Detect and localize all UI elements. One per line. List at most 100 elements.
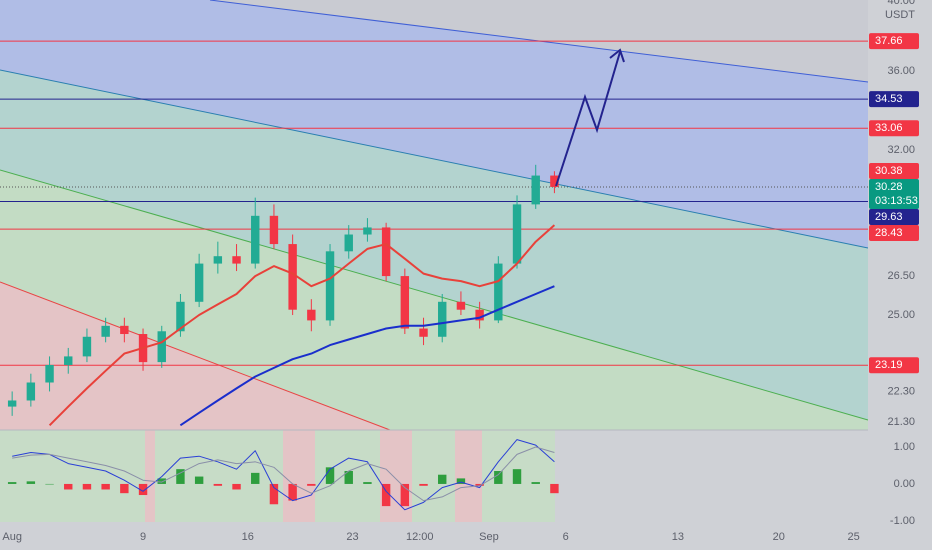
x-tick-label: 23 — [346, 531, 358, 543]
x-tick-label: 16 — [242, 531, 254, 543]
level-tag — [869, 208, 919, 225]
arrow-head — [609, 48, 625, 63]
candle-body — [269, 215, 279, 245]
y-tick-label: 26.50 — [887, 270, 915, 282]
level-label: 34.53 — [875, 93, 903, 105]
blue-channel — [0, 0, 868, 248]
candle-body — [381, 227, 391, 277]
candle-body — [251, 215, 260, 264]
channel-line — [0, 69, 869, 249]
level-tag — [869, 120, 919, 137]
histogram-bar — [456, 478, 466, 484]
histogram-bar — [419, 483, 428, 486]
teal-channel — [0, 70, 868, 420]
x-tick-label: Sep — [479, 531, 499, 543]
histogram-bar — [494, 471, 503, 484]
candle-body — [157, 331, 166, 363]
level-label: 23.19 — [875, 359, 903, 371]
candle-body — [176, 301, 185, 332]
histogram-bar — [438, 474, 447, 484]
candle-body — [7, 400, 17, 407]
channel-line — [0, 281, 391, 431]
candle-body — [120, 325, 129, 335]
y-tick-label: 21.30 — [887, 416, 915, 428]
x-tick-label: 20 — [773, 531, 785, 543]
osc-zone — [380, 430, 412, 522]
x-tick-label: 13 — [672, 531, 684, 543]
histogram-bar — [213, 483, 223, 486]
histogram-bar — [64, 483, 73, 490]
line-series — [48, 224, 556, 427]
histogram-bar — [82, 483, 92, 490]
candle-body — [475, 309, 484, 321]
histogram-bar — [7, 482, 17, 484]
y-tick-label: 0.00 — [894, 478, 915, 490]
histogram-bar — [344, 471, 353, 484]
level-tag — [869, 162, 919, 179]
level-tag — [869, 224, 919, 241]
histogram-bar — [325, 467, 335, 484]
candle-body — [438, 301, 447, 337]
candle-body — [64, 356, 73, 365]
osc-zone — [145, 430, 155, 522]
forecast-arrow — [555, 48, 625, 187]
histogram-bar — [512, 469, 522, 484]
histogram-bar — [45, 483, 54, 485]
osc-zone — [283, 430, 315, 522]
candle-body — [325, 251, 335, 321]
histogram-bar — [120, 483, 129, 494]
candle-body — [344, 234, 353, 252]
level-label: 29.63 — [875, 211, 903, 223]
osc-background — [0, 429, 868, 522]
level-label: 33.06 — [875, 122, 903, 134]
candle-body — [494, 263, 503, 321]
histogram-bar — [101, 483, 110, 490]
candle-body — [400, 276, 410, 329]
line-series — [12, 446, 555, 502]
histogram-bar — [157, 478, 166, 484]
histogram-bar — [232, 483, 241, 490]
histogram-bar — [176, 469, 185, 484]
level-label: 30.38 — [875, 165, 903, 177]
histogram-bar — [400, 483, 410, 507]
histogram-bar — [194, 476, 204, 484]
histogram-bar — [550, 483, 559, 494]
histogram-bar — [288, 483, 297, 501]
candle-body — [101, 325, 110, 337]
x-tick-label: 12:00 — [406, 531, 434, 543]
line-series — [12, 439, 555, 511]
histogram-bar — [307, 483, 316, 486]
candle-body — [232, 256, 241, 264]
countdown: 03:13:53 — [875, 195, 918, 207]
y-tick-label: 22.30 — [887, 385, 915, 397]
x-tick-label: 25 — [847, 531, 859, 543]
y-tick-label: 1.00 — [894, 441, 915, 453]
candle-body — [456, 301, 466, 310]
level-tag — [869, 91, 919, 108]
histogram-bar — [475, 483, 484, 486]
candle-body — [82, 336, 92, 357]
candle-body — [512, 204, 522, 264]
level-tag — [869, 33, 919, 50]
candle-body — [45, 364, 54, 383]
y-tick-label: 25.00 — [887, 309, 915, 321]
histogram-bar — [363, 482, 372, 484]
osc-zone — [455, 430, 482, 522]
arrow-path — [555, 51, 621, 187]
histogram-bar — [26, 481, 36, 484]
channels — [0, 0, 869, 431]
x-tick-label: 6 — [563, 531, 569, 543]
candle-body — [194, 263, 204, 302]
candle-body — [419, 328, 428, 337]
line-series — [179, 285, 555, 427]
histogram-bar — [531, 482, 540, 484]
candle-body — [288, 244, 297, 310]
y-tick-label: -1.00 — [890, 515, 915, 527]
level-label: 28.43 — [875, 227, 903, 239]
candle-body — [531, 175, 540, 205]
y-tick-label: 32.00 — [887, 144, 915, 156]
candle-body — [307, 309, 316, 321]
level-label: 37.66 — [875, 35, 903, 47]
candle-body — [363, 227, 372, 235]
